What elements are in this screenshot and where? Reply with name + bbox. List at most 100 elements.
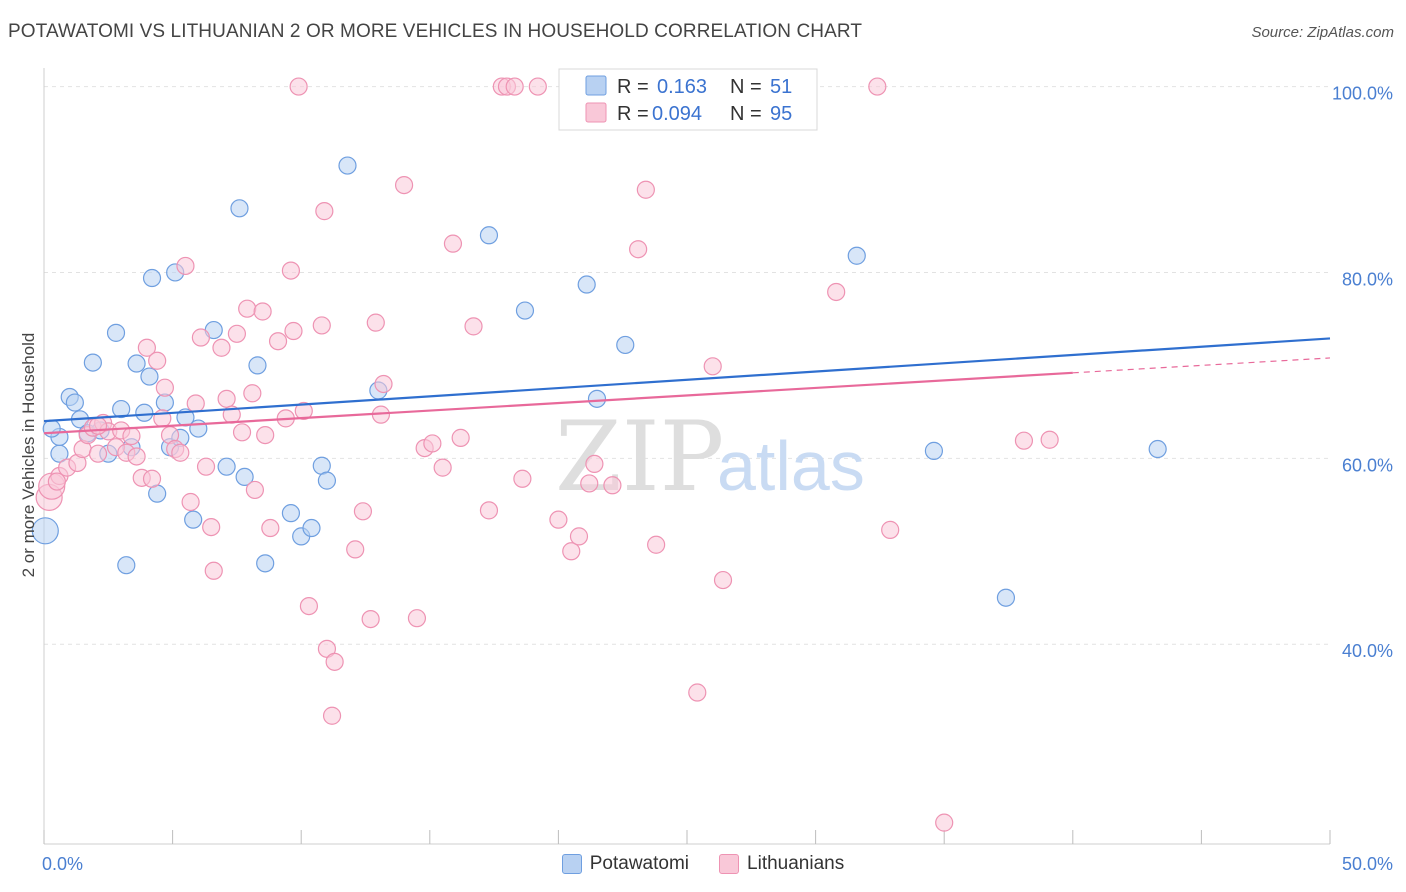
chart-source: Source: ZipAtlas.com [1251, 24, 1394, 41]
lithuanians-point-54 [322, 706, 342, 725]
lithuanians-point-53 [325, 652, 344, 671]
lithuanians-point-21 [155, 378, 174, 397]
lithuanians-point-38 [243, 384, 262, 403]
lithuanians-point-75 [549, 510, 568, 529]
lithuanians-point-81 [629, 240, 648, 259]
lithuanians-point-80 [603, 476, 622, 495]
potawatomi-point-11 [112, 399, 131, 419]
axes [43, 68, 1331, 845]
potawatomi-point-31 [256, 554, 275, 573]
lithuanians-point-93 [88, 416, 108, 435]
legend-r-label-0: R = [617, 76, 649, 98]
potawatomi-point-49 [1148, 439, 1167, 459]
legend-r-value-1: 0.094 [652, 103, 702, 125]
legend-swatch-lithuanians [719, 854, 740, 874]
lithuanians-point-74 [528, 77, 547, 96]
potawatomi-point-32 [281, 504, 301, 523]
lithuanians-point-35 [227, 324, 246, 343]
legend-swatch-pink [585, 102, 607, 123]
y-axis-title: 2 or more Vehicles in Household [19, 333, 38, 578]
potawatomi-trend-line [43, 337, 1331, 423]
potawatomi-point-34 [302, 518, 321, 538]
lithuanians-point-50 [312, 316, 331, 335]
potawatomi-point-37 [338, 156, 357, 175]
lithuanians-point-67 [451, 428, 470, 447]
watermark-zip: ZIP [555, 401, 724, 513]
potawatomi-point-24 [184, 510, 203, 529]
y-tick-label-40: 40.0% [1342, 641, 1393, 661]
potawatomi-point-28 [230, 199, 249, 218]
potawatomi-point-40 [515, 301, 535, 320]
lithuanians-point-58 [366, 313, 385, 332]
lithuanians-trend-extension [1072, 357, 1331, 374]
potawatomi-point-43 [616, 335, 635, 355]
grid-lines [44, 86, 1330, 645]
potawatomi-point-41 [577, 275, 596, 294]
potawatomi-point-12 [117, 556, 136, 575]
lithuanians-point-28 [191, 328, 210, 347]
lithuanians-point-14 [122, 426, 141, 446]
data-points [31, 77, 1167, 832]
lithuanians-trend-line [43, 371, 1073, 435]
lithuanians-point-62 [407, 609, 427, 628]
potawatomi-point-16 [140, 367, 159, 386]
potawatomi-point-47 [924, 441, 944, 460]
lithuanians-point-87 [827, 282, 846, 302]
y-tick-labels: 40.0% 60.0% 80.0% 100.0% [1332, 84, 1393, 662]
legend-n-value-0: 51 [770, 76, 792, 98]
legend-n-label-1: N = [730, 103, 762, 125]
lithuanians-point-77 [569, 527, 589, 546]
lithuanians-point-26 [181, 492, 200, 512]
lithuanians-point-76 [562, 542, 581, 561]
lithuanians-point-41 [256, 425, 275, 445]
lithuanians-point-39 [245, 480, 265, 500]
legend-swatch-potawatomi [561, 854, 582, 874]
legend-r-value-0: 0.163 [657, 76, 707, 98]
x-tick-label-0: 0.0% [42, 854, 83, 874]
lithuanians-point-25 [176, 256, 195, 276]
legend-item-lithuanians: Lithuanians [719, 853, 844, 875]
lithuanians-point-84 [688, 683, 707, 702]
lithuanians-point-42 [261, 518, 280, 538]
lithuanians-point-37 [238, 299, 257, 318]
trend-lines [43, 337, 1331, 435]
lithuanians-point-47 [289, 77, 308, 96]
lithuanians-point-49 [299, 596, 319, 616]
potawatomi-point-42 [587, 389, 607, 408]
legend-label-potawatomi: Potawatomi [589, 853, 690, 874]
lithuanians-point-8 [88, 444, 108, 463]
lithuanians-point-90 [935, 813, 954, 832]
legend-label-lithuanians: Lithuanians [747, 853, 845, 874]
chart-title: POTAWATOMI VS LITHUANIAN 2 OR MORE VEHIC… [8, 21, 863, 42]
potawatomi-point-4 [65, 393, 84, 412]
lithuanians-point-88 [868, 77, 887, 96]
lithuanians-point-91 [1014, 431, 1034, 450]
watermark-atlas: atlas [717, 427, 865, 505]
lithuanians-point-45 [281, 261, 301, 280]
legend-swatch-blue [585, 75, 607, 96]
lithuanians-point-29 [196, 457, 216, 476]
lithuanians-point-56 [353, 502, 373, 521]
lithuanians-point-94 [47, 472, 66, 491]
lithuanians-point-27 [186, 394, 205, 413]
potawatomi-point-10 [106, 323, 126, 342]
lithuanians-point-60 [374, 374, 393, 394]
lithuanians-point-32 [212, 338, 231, 357]
potawatomi-point-14 [127, 354, 146, 373]
lithuanians-point-86 [713, 570, 733, 590]
potawatomi-point-30 [248, 356, 267, 375]
y-tick-label-100: 100.0% [1332, 84, 1393, 104]
x-tick-label-50: 50.0% [1342, 854, 1393, 874]
potawatomi-point-39 [479, 226, 499, 245]
y-tick-label-80: 80.0% [1342, 269, 1393, 289]
lithuanians-point-69 [479, 501, 499, 520]
lithuanians-point-18 [142, 469, 162, 488]
legend-n-label-0: N = [730, 76, 762, 98]
lithuanians-point-19 [148, 351, 167, 370]
legend-item-potawatomi: Potawatomi [561, 853, 690, 875]
x-tick-labels: 0.0% 50.0% [42, 854, 1393, 874]
lithuanians-point-68 [464, 317, 483, 336]
watermark: ZIP atlas [555, 401, 865, 513]
lithuanians-point-78 [580, 474, 599, 493]
